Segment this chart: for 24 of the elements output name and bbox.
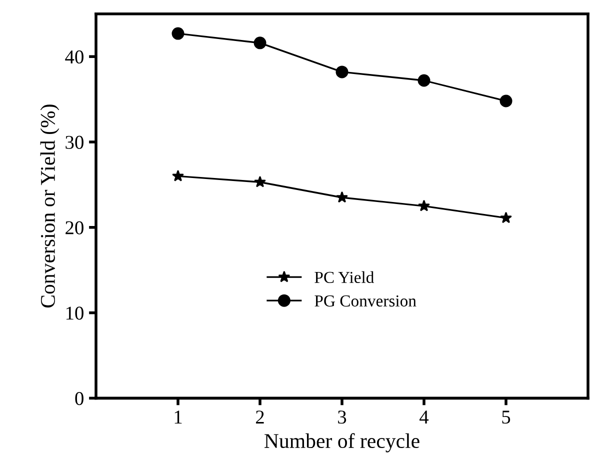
point bbox=[336, 191, 348, 203]
y-tick-label: 40 bbox=[65, 50, 84, 64]
y-axis-title: Conversion or Yield (%) bbox=[40, 104, 60, 308]
legend-label: PG Conversion bbox=[314, 295, 416, 307]
x-tick-label: 1 bbox=[174, 410, 182, 424]
point bbox=[254, 36, 266, 50]
y-tick-label: 20 bbox=[66, 221, 84, 234]
x-axis-title: Number of recycle bbox=[264, 433, 420, 452]
point bbox=[336, 66, 348, 78]
x-tick-label: 5 bbox=[502, 410, 510, 424]
legend-label: PC Yield bbox=[314, 271, 374, 284]
x-tick-label: 4 bbox=[420, 410, 429, 424]
point bbox=[254, 176, 266, 188]
point bbox=[500, 212, 512, 224]
y-tick-label: 0 bbox=[75, 392, 84, 406]
point bbox=[500, 94, 512, 108]
point bbox=[172, 170, 184, 182]
point bbox=[172, 27, 184, 40]
x-tick-label: 3 bbox=[338, 410, 346, 424]
point bbox=[418, 200, 430, 212]
y-tick-label: 30 bbox=[66, 136, 84, 149]
y-tick-label: 10 bbox=[66, 306, 84, 320]
point bbox=[418, 74, 430, 87]
x-tick-label: 2 bbox=[256, 410, 264, 424]
